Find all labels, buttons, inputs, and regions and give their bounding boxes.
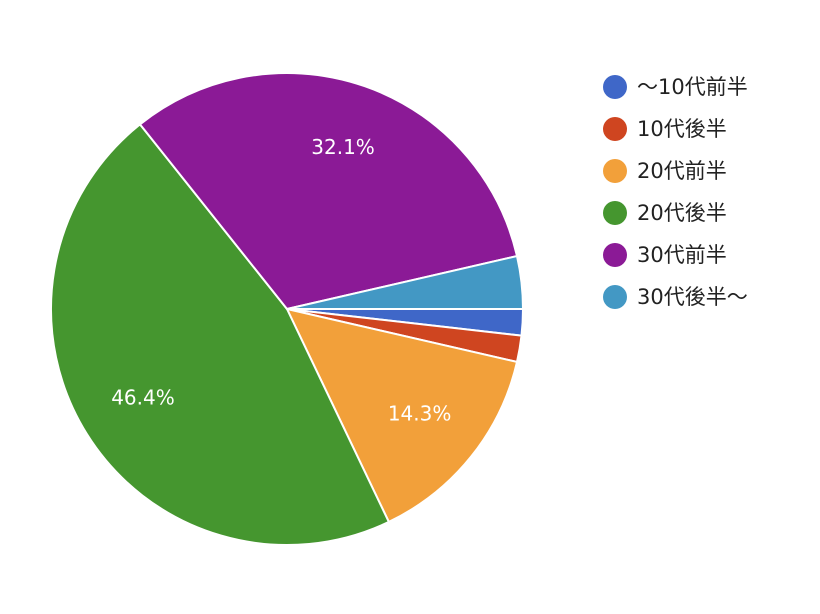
legend-label: 30代前半 [637, 243, 727, 267]
legend-swatch [603, 117, 627, 141]
legend-swatch [603, 201, 627, 225]
legend-label: 〜10代前半 [637, 75, 748, 99]
legend-label: 20代前半 [637, 159, 727, 183]
pie-slice [138, 72, 519, 311]
pie-slice [286, 254, 525, 310]
legend-label: 30代後半〜 [637, 285, 748, 309]
legend-swatch [603, 285, 627, 309]
value-label: 46.4% [111, 386, 175, 410]
value-label: 14.3% [388, 402, 452, 426]
legend-swatch [603, 243, 627, 267]
legend-label: 20代後半 [637, 201, 727, 225]
legend-swatch [603, 75, 627, 99]
value-label: 32.1% [311, 135, 375, 159]
pie-slice [50, 122, 391, 546]
legend-swatch [603, 159, 627, 183]
legend-label: 10代後半 [637, 117, 727, 141]
pie-slice [285, 307, 519, 524]
